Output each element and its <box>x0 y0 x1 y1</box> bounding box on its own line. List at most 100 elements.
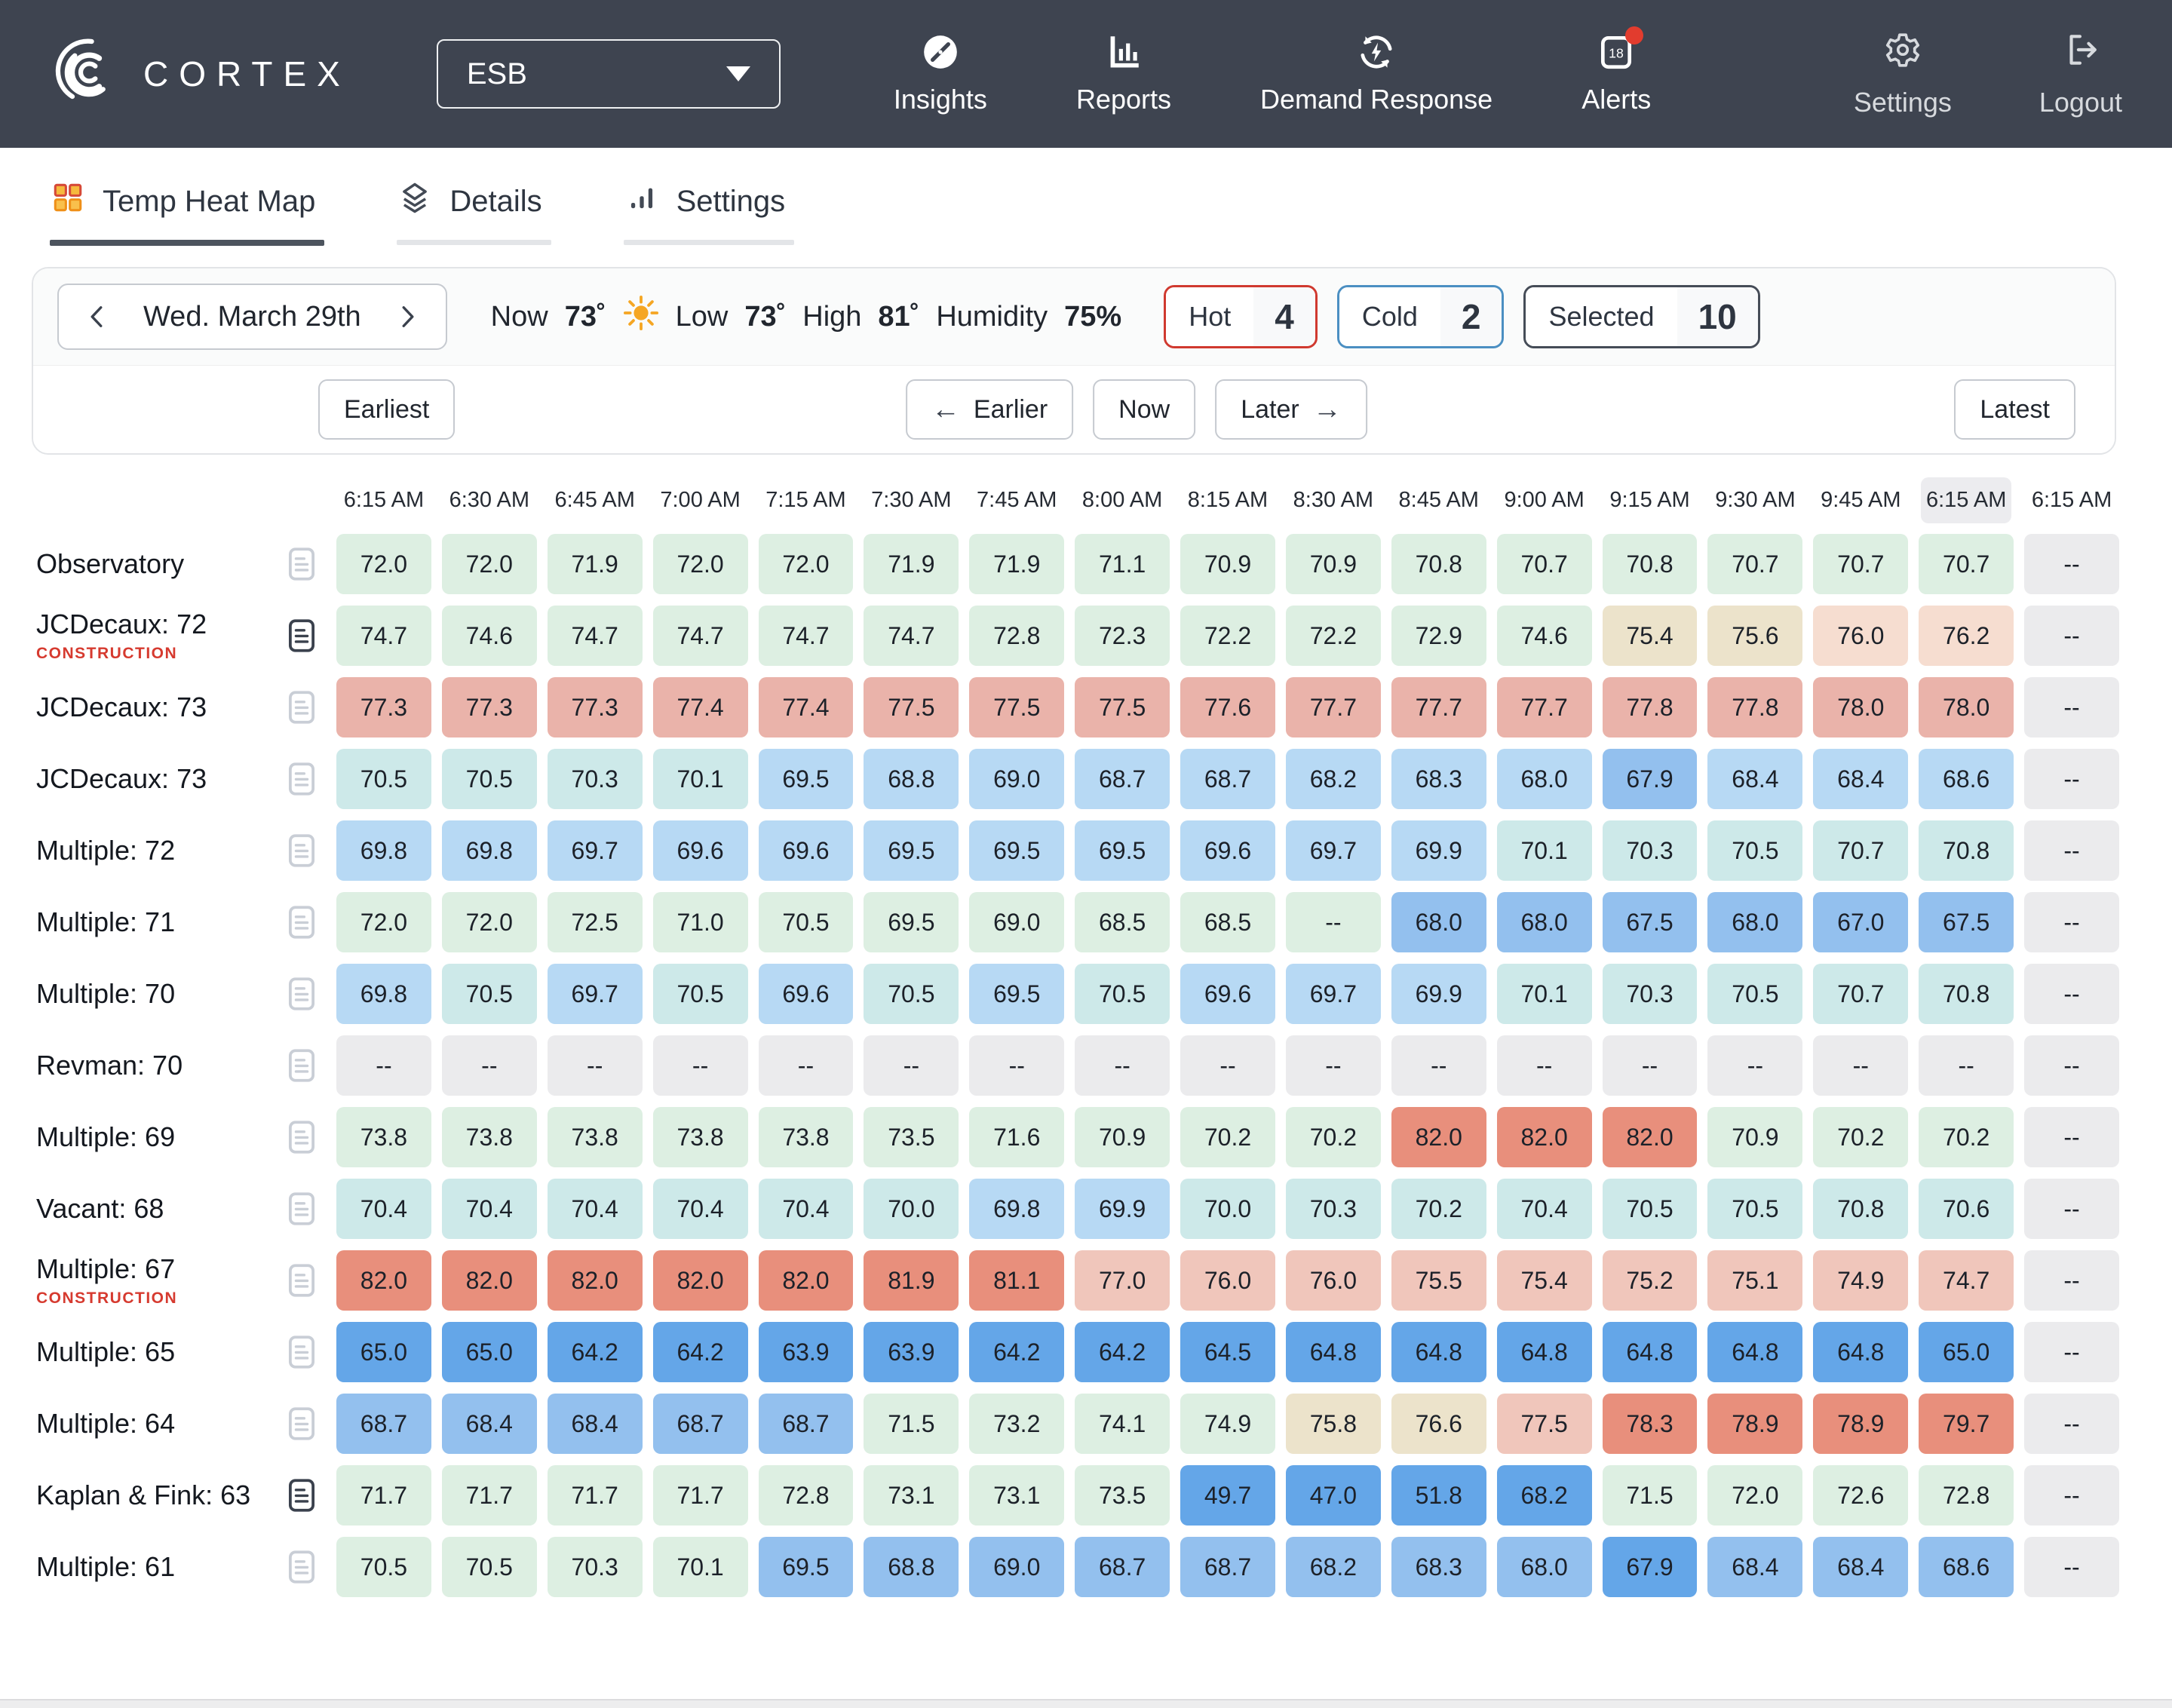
heatmap-cell[interactable]: -- <box>1180 1035 1275 1096</box>
heatmap-cell[interactable]: 68.4 <box>1813 749 1909 809</box>
heatmap-cell[interactable]: 73.8 <box>547 1107 643 1167</box>
heatmap-cell[interactable]: 70.1 <box>1496 820 1592 881</box>
heatmap-cell[interactable]: 73.2 <box>969 1394 1065 1454</box>
heatmap-cell[interactable]: 77.5 <box>1075 677 1170 737</box>
heatmap-cell[interactable]: 69.8 <box>441 820 537 881</box>
heatmap-cell[interactable]: 68.8 <box>864 749 959 809</box>
note-icon[interactable] <box>278 1334 326 1370</box>
heatmap-cell[interactable]: 78.0 <box>1813 677 1909 737</box>
heatmap-cell[interactable]: 82.0 <box>1391 1107 1486 1167</box>
heatmap-cell[interactable]: 71.9 <box>547 534 643 594</box>
heatmap-cell[interactable]: 77.5 <box>969 677 1065 737</box>
heatmap-cell[interactable]: 82.0 <box>547 1250 643 1311</box>
heatmap-cell[interactable]: -- <box>758 1035 854 1096</box>
heatmap-cell[interactable]: 82.0 <box>441 1250 537 1311</box>
heatmap-cell[interactable]: 72.6 <box>1813 1465 1909 1526</box>
heatmap-cell[interactable]: 68.3 <box>1391 749 1486 809</box>
heatmap-cell[interactable]: 70.9 <box>1180 534 1275 594</box>
heatmap-cell[interactable]: 70.5 <box>758 892 854 952</box>
heatmap-cell[interactable]: 72.2 <box>1285 606 1381 666</box>
note-icon[interactable] <box>278 833 326 869</box>
heatmap-cell[interactable]: 70.7 <box>1813 964 1909 1024</box>
heatmap-cell[interactable]: 68.0 <box>1496 892 1592 952</box>
heatmap-cell[interactable]: 77.7 <box>1391 677 1486 737</box>
tab-settings[interactable]: Settings <box>623 161 795 246</box>
note-icon[interactable] <box>278 1262 326 1299</box>
heatmap-cell[interactable]: 72.5 <box>547 892 643 952</box>
heatmap-cell[interactable]: 74.9 <box>1813 1250 1909 1311</box>
time-column-header[interactable]: 8:30 AM <box>1293 488 1374 512</box>
tab-temp-heat-map[interactable]: Temp Heat Map <box>50 161 325 246</box>
heatmap-cell[interactable]: 49.7 <box>1180 1465 1275 1526</box>
earliest-button[interactable]: Earliest <box>318 379 456 440</box>
heatmap-cell[interactable]: 69.7 <box>547 964 643 1024</box>
zone-label[interactable]: Vacant: 68 <box>36 1193 267 1224</box>
time-column-header[interactable]: 7:15 AM <box>765 488 846 512</box>
heatmap-cell[interactable]: -- <box>2024 534 2119 594</box>
heatmap-cell[interactable]: 69.6 <box>1180 964 1275 1024</box>
time-column-header[interactable]: 8:15 AM <box>1187 488 1269 512</box>
heatmap-cell[interactable]: 75.2 <box>1602 1250 1698 1311</box>
heatmap-cell[interactable]: 73.5 <box>864 1107 959 1167</box>
heatmap-cell[interactable]: 75.6 <box>1707 606 1803 666</box>
heatmap-cell[interactable]: 65.0 <box>336 1322 431 1382</box>
heatmap-cell[interactable]: 68.3 <box>1391 1537 1486 1597</box>
heatmap-cell[interactable]: 78.9 <box>1813 1394 1909 1454</box>
time-column-header[interactable]: 9:00 AM <box>1504 488 1585 512</box>
heatmap-cell[interactable]: 70.7 <box>1813 820 1909 881</box>
heatmap-cell[interactable]: 76.0 <box>1813 606 1909 666</box>
time-column-header[interactable]: 7:45 AM <box>977 488 1057 512</box>
heatmap-cell[interactable]: 64.2 <box>547 1322 643 1382</box>
heatmap-cell[interactable]: 69.6 <box>758 964 854 1024</box>
heatmap-cell[interactable]: 77.8 <box>1602 677 1698 737</box>
heatmap-cell[interactable]: 70.7 <box>1919 534 2014 594</box>
heatmap-cell[interactable]: 72.0 <box>336 892 431 952</box>
heatmap-cell[interactable]: 77.8 <box>1707 677 1803 737</box>
heatmap-cell[interactable]: 68.7 <box>1180 1537 1275 1597</box>
time-column-header[interactable]: 8:00 AM <box>1081 488 1163 512</box>
heatmap-cell[interactable]: 72.8 <box>969 606 1065 666</box>
heatmap-cell[interactable]: 64.8 <box>1813 1322 1909 1382</box>
note-icon[interactable] <box>278 1047 326 1084</box>
heatmap-cell[interactable]: -- <box>1919 1035 2014 1096</box>
heatmap-cell[interactable]: 74.7 <box>864 606 959 666</box>
time-column-header[interactable]: 7:00 AM <box>660 488 741 512</box>
heatmap-cell[interactable]: 82.0 <box>652 1250 748 1311</box>
heatmap-cell[interactable]: 71.5 <box>1602 1465 1698 1526</box>
heatmap-cell[interactable]: 76.0 <box>1180 1250 1275 1311</box>
time-column-header[interactable]: 8:45 AM <box>1398 488 1479 512</box>
nav-item-insights[interactable]: Insights <box>894 32 987 115</box>
building-selector[interactable]: ESB <box>436 39 781 109</box>
note-icon[interactable] <box>278 546 326 582</box>
heatmap-cell[interactable]: 74.9 <box>1180 1394 1275 1454</box>
heatmap-cell[interactable]: 69.0 <box>969 1537 1065 1597</box>
heatmap-cell[interactable]: 69.0 <box>969 749 1065 809</box>
heatmap-cell[interactable]: 68.2 <box>1285 749 1381 809</box>
heatmap-cell[interactable]: 78.9 <box>1707 1394 1803 1454</box>
note-icon[interactable] <box>278 618 326 654</box>
heatmap-cell[interactable]: 70.4 <box>758 1179 854 1239</box>
heatmap-cell[interactable]: 68.6 <box>1919 749 2014 809</box>
heatmap-cell[interactable]: -- <box>1285 1035 1381 1096</box>
heatmap-cell[interactable]: 70.8 <box>1919 964 2014 1024</box>
heatmap-cell[interactable]: 82.0 <box>758 1250 854 1311</box>
heatmap-cell[interactable]: 68.0 <box>1707 892 1803 952</box>
heatmap-cell[interactable]: -- <box>1391 1035 1486 1096</box>
zone-label[interactable]: Multiple: 72 <box>36 835 267 866</box>
heatmap-cell[interactable]: -- <box>2024 820 2119 881</box>
heatmap-cell[interactable]: 71.5 <box>864 1394 959 1454</box>
note-icon[interactable] <box>278 904 326 940</box>
heatmap-cell[interactable]: 68.2 <box>1496 1465 1592 1526</box>
heatmap-cell[interactable]: 70.0 <box>1180 1179 1275 1239</box>
heatmap-cell[interactable]: 75.5 <box>1391 1250 1486 1311</box>
heatmap-cell[interactable]: 69.8 <box>969 1179 1065 1239</box>
heatmap-cell[interactable]: 65.0 <box>1919 1322 2014 1382</box>
heatmap-cell[interactable]: 75.1 <box>1707 1250 1803 1311</box>
time-column-header[interactable]: 6:15 AM <box>1921 477 2012 523</box>
heatmap-cell[interactable]: 72.9 <box>1391 606 1486 666</box>
heatmap-cell[interactable]: 71.9 <box>969 534 1065 594</box>
heatmap-cell[interactable]: 70.8 <box>1602 534 1698 594</box>
nav-item-demand-response[interactable]: Demand Response <box>1260 32 1492 115</box>
heatmap-cell[interactable]: 64.8 <box>1602 1322 1698 1382</box>
heatmap-cell[interactable]: 68.7 <box>1075 749 1170 809</box>
